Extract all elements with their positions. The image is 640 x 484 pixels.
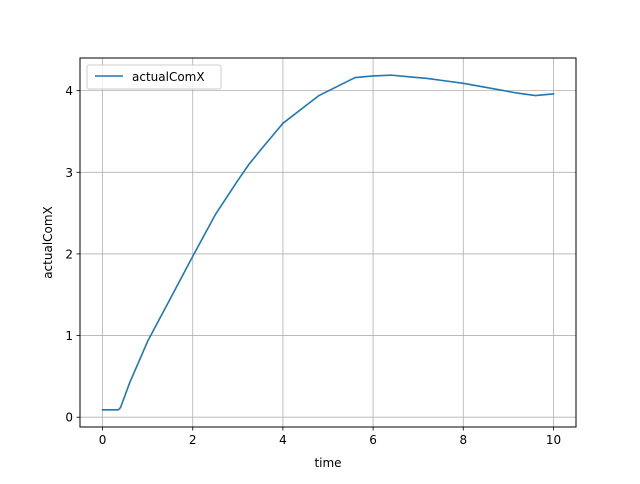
legend-label: actualComX xyxy=(132,70,205,84)
y-tick-label: 4 xyxy=(65,84,73,98)
x-tick-label: 10 xyxy=(546,433,561,447)
y-tick-label: 1 xyxy=(65,329,73,343)
y-axis-label: actualComX xyxy=(41,206,55,279)
y-tick-label: 0 xyxy=(65,411,73,425)
x-tick-label: 6 xyxy=(369,433,377,447)
y-tick-label: 2 xyxy=(65,247,73,261)
plot-area-frame xyxy=(79,57,577,428)
x-tick-label: 4 xyxy=(279,433,287,447)
axis-ticks: 0 2 4 6 8 10 0 1 2 3 4 xyxy=(65,84,561,447)
x-axis-label: time xyxy=(314,456,341,470)
y-tick-label: 3 xyxy=(65,166,73,180)
x-tick-label: 0 xyxy=(99,433,107,447)
series-layer xyxy=(101,74,555,411)
series-line-actualComX xyxy=(101,74,555,411)
legend: actualComX xyxy=(86,64,222,90)
x-tick-label: 8 xyxy=(459,433,467,447)
legend-box xyxy=(86,64,222,90)
x-tick-label: 2 xyxy=(189,433,197,447)
